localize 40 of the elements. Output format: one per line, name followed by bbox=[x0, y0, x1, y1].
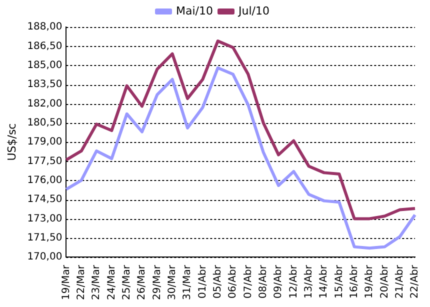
y-tick-label: 180,50 bbox=[27, 117, 62, 128]
x-tick-label: 22/Abr bbox=[410, 264, 421, 298]
y-tick-label: 179,00 bbox=[27, 136, 62, 148]
x-tick-label: 07/Abr bbox=[242, 264, 254, 298]
x-tick-label: 24/Mar bbox=[106, 264, 118, 300]
y-tick-label: 185,00 bbox=[27, 60, 62, 71]
y-tick-label: 177,50 bbox=[27, 156, 62, 167]
y-tick-label: 173,00 bbox=[27, 213, 62, 224]
x-tick-label: 09/Abr bbox=[273, 264, 284, 298]
y-tick-label: 174,50 bbox=[27, 194, 62, 206]
x-tick-label: 19/Mar bbox=[60, 264, 72, 300]
x-tick-label: 12/Abr bbox=[288, 264, 300, 298]
x-tick-label: 26/Mar bbox=[136, 264, 148, 300]
x-tick-label: 29/Mar bbox=[152, 264, 163, 300]
y-tick-label: 171,50 bbox=[27, 232, 62, 244]
x-tick-label: 25/Mar bbox=[121, 264, 132, 300]
y-tick-label: 188,00 bbox=[27, 22, 62, 33]
x-tick-label: 22/Mar bbox=[76, 264, 87, 300]
legend-label: Jul/10 bbox=[238, 4, 270, 18]
x-tick-label: 19/Abr bbox=[364, 264, 376, 298]
x-tick-label: 30/Mar bbox=[166, 264, 178, 300]
y-tick-label: 170,00 bbox=[27, 252, 62, 263]
y-tick-label: 182,00 bbox=[27, 98, 62, 110]
x-tick-label: 13/Abr bbox=[303, 264, 314, 298]
y-tick-label: 176,00 bbox=[27, 174, 62, 186]
x-tick-label: 06/Abr bbox=[228, 264, 239, 298]
x-tick-label: 21/Abr bbox=[394, 264, 406, 298]
x-tick-label: 01/Abr bbox=[197, 264, 208, 298]
x-tick-label: 31/Mar bbox=[182, 264, 194, 300]
x-tick-label: 15/Abr bbox=[334, 264, 345, 298]
legend-label: Mai/10 bbox=[176, 4, 214, 18]
y-tick-label: 183,50 bbox=[27, 79, 62, 90]
x-tick-label: 08/Abr bbox=[258, 264, 269, 298]
x-tick-label: 14/Abr bbox=[318, 264, 330, 298]
y-tick-label: 186,50 bbox=[27, 40, 62, 52]
x-tick-label: 23/Mar bbox=[91, 264, 102, 300]
x-tick-label: 20/Abr bbox=[379, 264, 390, 298]
y-axis-title: US$/sc bbox=[5, 123, 18, 161]
x-tick-label: 16/Abr bbox=[348, 264, 360, 298]
x-tick-label: 05/Abr bbox=[212, 264, 224, 298]
